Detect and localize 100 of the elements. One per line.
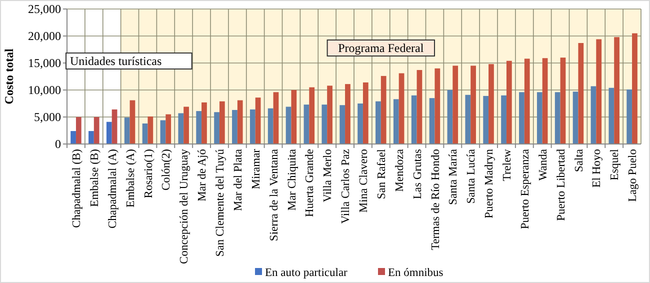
bar — [166, 114, 172, 144]
x-tick-label: Puerto Madryn — [484, 148, 496, 218]
bar — [286, 106, 292, 144]
x-tick-label: Wanda — [537, 149, 550, 181]
bar — [542, 58, 548, 144]
bar — [142, 123, 148, 144]
x-tick-label: Huerta Grande — [304, 149, 316, 218]
bar — [184, 106, 189, 144]
x-tick-label: Mar del Plata — [232, 149, 244, 211]
y-tick-label: 15,000 — [28, 56, 61, 70]
bar — [345, 84, 350, 144]
bar — [304, 104, 310, 144]
x-tick-label: Embalse (B) — [88, 148, 101, 207]
legend-label: En ómnibus — [388, 267, 444, 280]
bar — [327, 86, 332, 144]
x-tick-label: Esquel — [609, 149, 622, 180]
bar — [237, 100, 243, 144]
bar — [447, 90, 453, 144]
x-tick-label: Chapadmalal (B) — [70, 148, 83, 228]
x-tick-label: Sierra de la Ventana — [268, 149, 280, 242]
x-tick-label: Rosario(1) — [142, 148, 155, 198]
bar — [130, 100, 136, 144]
bar — [590, 86, 596, 144]
x-tick-label: Puerto Esperanza — [519, 149, 532, 230]
x-tick-label: San Rafael — [376, 149, 388, 200]
bar — [268, 108, 274, 144]
bar — [614, 37, 620, 144]
y-tick-label: 5,000 — [34, 110, 61, 124]
x-tick-label: San Clemente del Tuyú — [214, 148, 226, 257]
bar — [452, 66, 458, 144]
bar — [232, 110, 238, 144]
bar — [506, 60, 512, 144]
y-axis-title: Costo total — [2, 48, 16, 104]
bar — [536, 92, 542, 144]
bar — [124, 118, 130, 144]
bar — [434, 68, 440, 144]
annotation: Unidades turísticas — [70, 54, 162, 68]
bar — [309, 87, 315, 144]
band-label: Programa Federal — [338, 41, 424, 55]
bar — [160, 120, 166, 144]
bar — [398, 73, 404, 144]
x-tick-label: Mar Chiquita — [286, 149, 298, 211]
bar — [362, 82, 368, 144]
bar — [196, 111, 202, 144]
bar — [416, 70, 422, 144]
bar — [501, 95, 506, 144]
x-tick-label: Concepción del Uruguay — [178, 148, 191, 264]
x-tick-label: Miramar — [250, 148, 262, 190]
bar — [560, 58, 566, 144]
x-tick-label: Villa Carlos Paz — [340, 149, 352, 224]
x-tick-label: Las Grutas — [412, 148, 424, 200]
bar — [596, 39, 602, 144]
x-tick-label: Puerto Libertad — [555, 148, 568, 221]
bar — [519, 92, 524, 144]
bar — [411, 95, 417, 144]
x-tick-label: Salta — [573, 149, 586, 172]
y-tick-label: 20,000 — [28, 29, 61, 44]
bar — [608, 88, 614, 144]
bar — [429, 98, 435, 144]
bar — [340, 105, 346, 144]
x-tick-label: Villa Merlo — [322, 148, 334, 202]
bar — [488, 64, 494, 144]
bar — [178, 113, 184, 144]
y-tick-label: 25,000 — [28, 2, 61, 16]
bar — [554, 92, 560, 144]
bar — [572, 92, 578, 144]
x-tick-label: Santa Lucía — [466, 149, 478, 204]
x-tick-label: Mina Clavero — [358, 148, 370, 213]
bar — [202, 102, 207, 144]
bar — [632, 33, 638, 144]
bar — [255, 98, 261, 144]
x-tick-label: Mar de Ajó — [196, 148, 209, 202]
x-tick-label: Embalse (A) — [124, 148, 137, 208]
bar — [626, 89, 632, 144]
bar — [380, 76, 386, 144]
bar — [112, 109, 118, 144]
bar — [94, 117, 100, 144]
bar — [483, 96, 489, 144]
x-tick-label: Santa María — [448, 149, 460, 205]
bar — [88, 131, 94, 144]
y-tick-label: 0 — [55, 137, 61, 152]
bar — [219, 101, 225, 144]
bar — [376, 101, 381, 144]
bar — [322, 104, 328, 144]
bar — [358, 104, 363, 144]
bar — [70, 131, 76, 144]
x-tick-label: El Hoyo — [591, 148, 604, 188]
bar — [250, 109, 256, 144]
x-tick-label: Colón(2) — [160, 148, 173, 191]
bar — [148, 116, 154, 144]
bar — [393, 99, 399, 144]
bar — [578, 43, 584, 144]
bar — [76, 117, 82, 144]
x-tick-label: Chapadmalal (A) — [106, 148, 119, 229]
x-tick-label: Lago Puelo — [627, 148, 640, 202]
bar — [524, 58, 530, 144]
bar — [214, 112, 220, 144]
bar — [291, 90, 297, 144]
x-tick-label: Mendoza — [394, 149, 406, 192]
y-tick-label: 10,000 — [28, 83, 61, 98]
